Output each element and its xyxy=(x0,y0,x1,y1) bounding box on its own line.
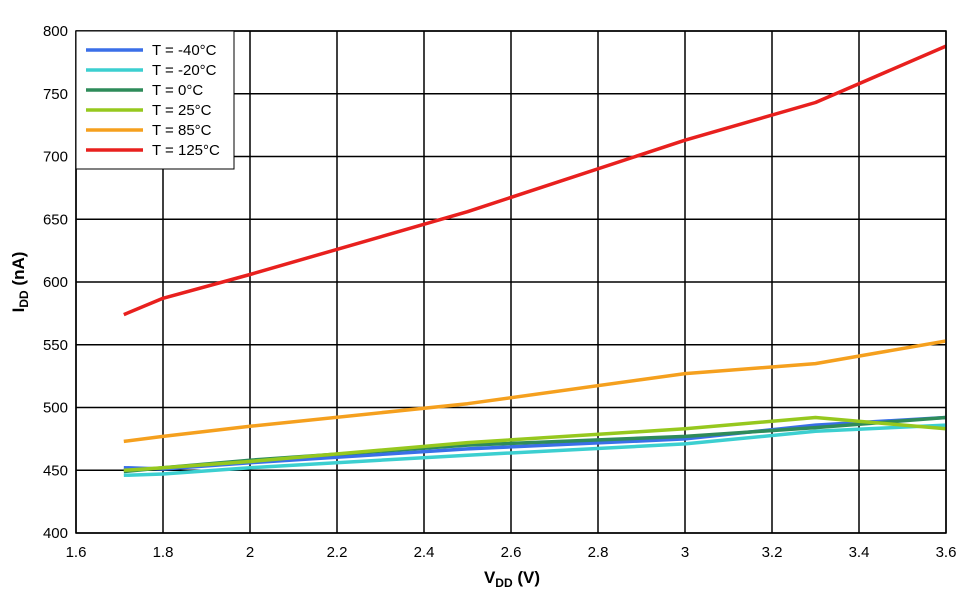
y-tick-label: 450 xyxy=(43,462,68,479)
y-tick-label: 800 xyxy=(43,23,68,40)
x-tick-label: 3 xyxy=(681,544,689,561)
x-tick-label: 1.8 xyxy=(153,544,174,561)
y-tick-labels: 400 450 500 550 600 650 700 750 800 xyxy=(43,23,68,542)
x-tick-label: 2.8 xyxy=(588,544,609,561)
legend-label: T = 25°C xyxy=(152,102,212,119)
x-tick-label: 3.4 xyxy=(849,544,870,561)
x-tick-label: 2.4 xyxy=(414,544,435,561)
legend: T = -40°C T = -20°C T = 0°C T = 25°C T = 85°… xyxy=(75,30,235,170)
y-tick-label: 700 xyxy=(43,149,68,166)
x-axis-title: VDD (V) xyxy=(484,568,540,590)
x-tick-labels: 1.6 1.8 2 2.2 2.4 2.6 2.8 3 3.2 3.4 3.6 xyxy=(66,544,957,561)
legend-label: T = 0°C xyxy=(152,82,203,99)
legend-label: T = -40°C xyxy=(152,42,217,59)
y-tick-label: 550 xyxy=(43,337,68,354)
x-tick-label: 3.6 xyxy=(936,544,957,561)
y-tick-label: 400 xyxy=(43,525,68,542)
legend-label: T = -20°C xyxy=(152,62,217,79)
series-line xyxy=(123,415,947,473)
y-tick-label: 750 xyxy=(43,86,68,103)
plot-frame xyxy=(75,30,947,534)
y-tick-label: 500 xyxy=(43,400,68,417)
legend-label: T = 85°C xyxy=(152,122,212,139)
x-tick-label: 1.6 xyxy=(66,544,87,561)
x-tick-label: 2.6 xyxy=(501,544,522,561)
legend-box xyxy=(75,30,235,170)
series-line xyxy=(123,339,947,444)
x-tick-label: 3.2 xyxy=(762,544,783,561)
series-layer xyxy=(123,44,947,478)
series-line xyxy=(123,423,947,478)
series-line xyxy=(123,44,947,317)
legend-label: T = 125°C xyxy=(152,142,220,159)
x-tick-label: 2 xyxy=(246,544,254,561)
y-tick-label: 600 xyxy=(43,274,68,291)
y-axis-title: IDD (nA) xyxy=(9,252,31,313)
y-tick-label: 650 xyxy=(43,211,68,228)
x-tick-label: 2.2 xyxy=(327,544,348,561)
